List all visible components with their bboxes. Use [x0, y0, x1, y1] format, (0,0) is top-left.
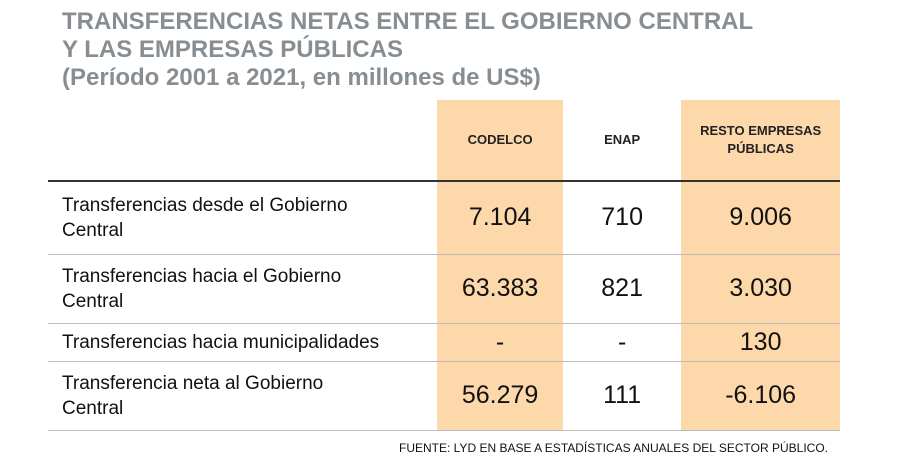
cell-value: -6.106: [681, 361, 840, 431]
header-empty: [48, 100, 437, 181]
row-label-line: Transferencias hacia municipalidades: [62, 331, 380, 353]
row-label: Transferencia neta al Gobierno Central: [48, 361, 438, 431]
cell-value: 111: [562, 361, 682, 431]
cell-value: 710: [562, 180, 682, 255]
row-label: Transferencias hacia el Gobierno Central: [48, 254, 438, 324]
title: TRANSFERENCIAS NETAS ENTRE EL GOBIERNO C…: [62, 8, 753, 92]
column-header: RESTO EMPRESAS PÚBLICAS: [681, 100, 840, 181]
title-line: TRANSFERENCIAS NETAS ENTRE EL GOBIERNO C…: [62, 8, 754, 35]
row-label-line: Central: [62, 290, 124, 312]
cell-value: 63.383: [437, 254, 563, 324]
row-label: Transferencias desde el Gobierno Central: [48, 180, 438, 255]
row-label-line: Transferencia neta al Gobierno: [62, 372, 324, 394]
cell-value: 130: [681, 323, 840, 362]
table-row: Transferencias hacia municipalidades - -13…: [48, 323, 840, 362]
header-row: CODELCO ENAP RESTO EMPRESAS PÚBLICAS: [48, 100, 840, 181]
row-label-line: Transferencias desde el Gobierno: [62, 194, 348, 216]
table-row: Transferencia neta al Gobierno Central 56.…: [48, 361, 840, 431]
cell-value: 3.030: [681, 254, 840, 324]
column-header: CODELCO: [437, 100, 563, 181]
source-note: FUENTE: LYD EN BASE A ESTADÍSTICAS ANUAL…: [398, 441, 828, 455]
table-row: Transferencias hacia el Gobierno Central 6…: [48, 254, 840, 324]
row-label: Transferencias hacia municipalidades: [48, 323, 438, 362]
row-label-line: Central: [62, 397, 124, 419]
data-table: CODELCO ENAP RESTO EMPRESAS PÚBLICAS Trans…: [48, 100, 840, 431]
cell-value: 56.279: [437, 361, 563, 431]
column-header: ENAP: [604, 132, 641, 147]
row-label-line: Central: [62, 219, 124, 241]
title-line: (Período 2001 a 2021, en millones de US$…: [62, 64, 541, 91]
title-line: Y LAS EMPRESAS PÚBLICAS: [62, 36, 403, 63]
table-row: Transferencias desde el Gobierno Central 7…: [48, 180, 840, 255]
row-label-line: Transferencias hacia el Gobierno: [62, 265, 342, 287]
cell-value: 7.104: [437, 180, 563, 255]
cell-value: 821: [562, 254, 682, 324]
cell-value: 9.006: [681, 180, 840, 255]
cell-value: -: [437, 323, 563, 362]
cell-value: -: [562, 323, 682, 362]
